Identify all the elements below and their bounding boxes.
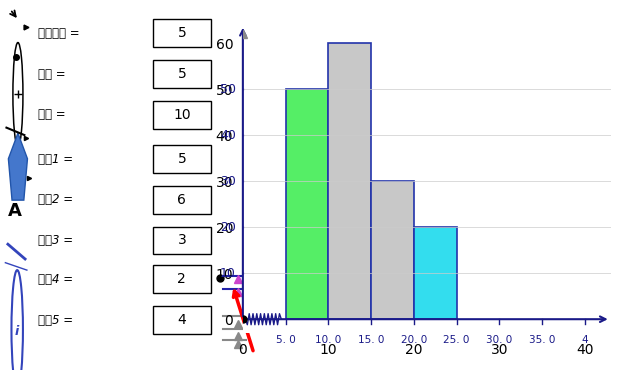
Text: 35. 0: 35. 0 <box>529 335 556 345</box>
Bar <box>153 60 211 88</box>
Text: 20. 0: 20. 0 <box>401 335 427 345</box>
Text: 20: 20 <box>220 221 236 234</box>
Text: 6: 6 <box>177 193 186 207</box>
Bar <box>153 306 211 334</box>
Text: 5: 5 <box>177 67 186 81</box>
Bar <box>153 145 211 173</box>
Text: 频数4 =: 频数4 = <box>38 273 77 286</box>
Text: 频数2 =: 频数2 = <box>38 193 77 206</box>
Text: 50: 50 <box>220 83 236 96</box>
Bar <box>153 101 211 129</box>
Text: A: A <box>8 202 22 220</box>
Text: 频数1 =: 频数1 = <box>38 152 77 166</box>
Text: i: i <box>15 324 19 338</box>
Text: 10: 10 <box>173 108 191 122</box>
Text: 25. 0: 25. 0 <box>444 335 470 345</box>
Bar <box>414 227 457 319</box>
Text: 30. 0: 30. 0 <box>486 335 512 345</box>
Text: 5: 5 <box>177 26 186 40</box>
Text: 4: 4 <box>582 335 588 345</box>
Bar <box>153 19 211 47</box>
Text: 3: 3 <box>177 233 186 248</box>
Text: 40: 40 <box>220 129 236 142</box>
Text: 30: 30 <box>220 175 236 188</box>
Bar <box>328 43 371 319</box>
Bar <box>371 181 414 319</box>
Text: 纵轴 =: 纵轴 = <box>38 108 69 121</box>
Text: 频数5 =: 频数5 = <box>38 313 77 327</box>
Text: 频数3 =: 频数3 = <box>38 234 77 247</box>
Bar <box>286 89 328 319</box>
Text: 步长 =: 步长 = <box>38 67 69 81</box>
Polygon shape <box>9 133 27 200</box>
Text: 15. 0: 15. 0 <box>358 335 384 345</box>
Text: 10. 0: 10. 0 <box>315 335 342 345</box>
Text: 横轴起点 =: 横轴起点 = <box>38 27 83 40</box>
Bar <box>153 226 211 255</box>
Text: 2: 2 <box>177 272 186 286</box>
Text: 4: 4 <box>177 313 186 327</box>
Text: 5. 0: 5. 0 <box>276 335 295 345</box>
Bar <box>153 186 211 213</box>
Bar <box>153 266 211 293</box>
Text: 5: 5 <box>177 152 186 166</box>
Text: 10: 10 <box>220 267 236 280</box>
